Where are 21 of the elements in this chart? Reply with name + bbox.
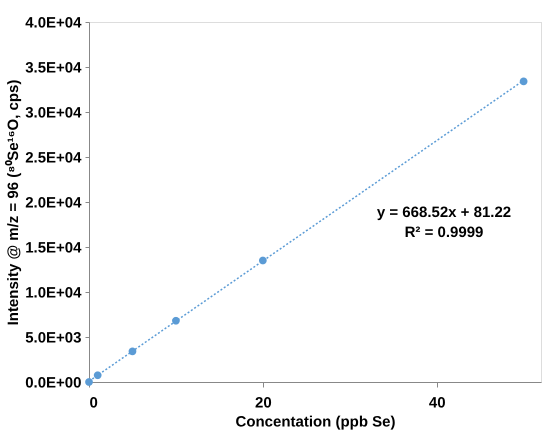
point (258, 256, 267, 264)
x-tick-label: 0 (90, 394, 98, 412)
y-tick-label: 5.0E+03 (25, 330, 82, 346)
x-tick-label: 40 (428, 394, 446, 412)
y-tick-label: 2.5E+04 (25, 150, 82, 166)
point (520, 78, 528, 86)
annotation: R² = 0.9999 (404, 224, 484, 241)
y-tick-label: 2.0E+04 (25, 194, 82, 212)
y-tick-label: 3.5E+04 (25, 60, 82, 76)
point (172, 316, 180, 325)
y-tick-label: 4.0E+04 (25, 14, 82, 32)
annotation: y = 668.52x + 81.22 (376, 204, 512, 221)
y-tick-label: 0.0E+00 (25, 374, 82, 392)
x-tick-label: 20 (255, 394, 272, 412)
point (128, 348, 136, 356)
y-tick-label: 1.5E+04 (25, 240, 82, 256)
point (94, 371, 102, 380)
x-axis-title: Concentation (ppb Se) (236, 414, 396, 430)
y-tick-label: 1.0E+04 (25, 284, 82, 302)
y-axis-title: Intensity @ m/z = 96 (⁸⁰Se¹⁶O, cps) (4, 80, 22, 326)
y-tick-label: 3.0E+04 (25, 104, 82, 122)
